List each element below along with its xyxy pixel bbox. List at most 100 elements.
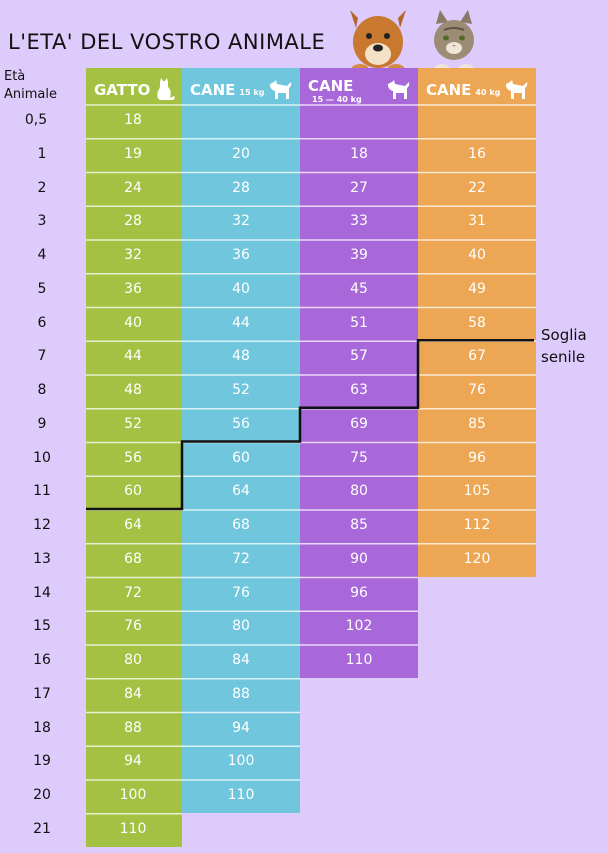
cat-icon [157, 78, 175, 100]
table-cell: 58 [468, 314, 486, 331]
chart-title: L'ETA' DEL VOSTRO ANIMALE [8, 30, 326, 54]
table-cell: 49 [468, 280, 486, 297]
table-cell: 68 [232, 517, 250, 533]
table-cell: 51 [350, 314, 368, 331]
table-cell: 32 [124, 247, 142, 263]
senile-label-line1: Soglia [541, 326, 587, 344]
table-cell: 68 [124, 550, 142, 567]
large-dog-icon [506, 80, 528, 99]
table-cell: 22 [468, 179, 486, 196]
row-label: 21 [33, 820, 51, 837]
row-label: 0,5 [24, 112, 48, 128]
table-cell: 84 [124, 685, 142, 702]
row-label: 18 [33, 719, 51, 736]
table-cell: 64 [124, 517, 142, 533]
row-label: 10 [33, 449, 51, 466]
column-header-3: CANE 40 kg [426, 80, 500, 99]
table-cell: 36 [124, 280, 142, 297]
row-label: 7 [37, 348, 47, 365]
row-header-line1: Età [4, 69, 26, 84]
table-cell: 84 [232, 652, 250, 668]
column-header-label: CANE [190, 81, 236, 99]
column-header-sub: 40 kg [475, 88, 501, 97]
table-cell: 16 [468, 145, 486, 162]
row-label: 19 [33, 753, 51, 770]
senile-label-line2: senile [541, 348, 586, 366]
table-cell: 72 [232, 550, 250, 567]
table-cell: 56 [232, 415, 250, 432]
column-background-0 [86, 68, 182, 847]
table-cell: 90 [350, 550, 368, 567]
column-background-3 [418, 68, 536, 577]
column-header-sub: 15 kg [239, 88, 265, 97]
table-cell: 33 [350, 213, 368, 230]
table-cell: 18 [350, 145, 368, 162]
column-background-2 [300, 68, 418, 678]
table-cell: 60 [232, 449, 250, 466]
table-cell: 80 [124, 652, 142, 668]
row-header: Età Animale [4, 68, 64, 104]
cat-icon [434, 10, 474, 76]
row-label: 1 [37, 145, 47, 162]
row-label: 20 [33, 787, 51, 803]
table-cell: 48 [232, 348, 250, 365]
table-cell: 48 [124, 382, 142, 398]
table-cell: 94 [232, 719, 250, 736]
table-cell: 110 [345, 652, 373, 668]
table-cell: 96 [350, 584, 368, 601]
dog-icon [350, 10, 406, 76]
table-cell: 32 [232, 213, 250, 230]
table-cell: 94 [124, 753, 142, 770]
table-cell: 102 [345, 618, 373, 635]
table-cell: 100 [227, 753, 255, 770]
table-cell: 96 [468, 449, 486, 466]
row-label: 12 [33, 517, 51, 533]
row-label: 2 [37, 179, 47, 196]
column-header-label: CANE [308, 77, 354, 95]
table-cell: 76 [232, 584, 250, 601]
row-header-line2: Animale [4, 87, 57, 102]
table-cell: 85 [350, 517, 368, 533]
table-cell: 39 [350, 247, 368, 263]
table-cell: 20 [232, 145, 250, 162]
table-cell: 100 [119, 787, 147, 803]
row-label: 3 [37, 213, 47, 230]
table-cell: 40 [468, 247, 486, 263]
column-header-label: GATTO [94, 81, 151, 99]
table-cell: 40 [124, 314, 142, 331]
column-header-label: CANE [426, 81, 472, 99]
table-cell: 72 [124, 584, 142, 601]
table-cell: 52 [232, 382, 250, 398]
senile-threshold-label: Soglia senile [541, 324, 587, 368]
table-cell: 64 [232, 483, 250, 500]
row-label: 16 [33, 652, 51, 668]
table-cell: 44 [232, 314, 250, 331]
table-cell: 76 [124, 618, 142, 635]
column-header-sub: 15 — 40 kg [312, 95, 362, 104]
table-cell: 45 [350, 280, 368, 297]
table-cell: 44 [124, 348, 142, 365]
row-label: 14 [33, 584, 51, 601]
table-cell: 110 [119, 820, 147, 837]
row-label: 11 [33, 483, 51, 500]
row-label: 4 [37, 247, 47, 263]
table-cell: 57 [350, 348, 368, 365]
table-cell: 120 [463, 550, 491, 567]
column-header-1: CANE 15 kg [190, 80, 264, 99]
table-cell: 60 [124, 483, 142, 500]
table-cell: 105 [463, 483, 491, 500]
row-label: 6 [37, 314, 47, 331]
table-cell: 40 [232, 280, 250, 297]
table-cell: 52 [124, 415, 142, 432]
small-dog-icon [270, 80, 292, 99]
medium-dog-icon [388, 80, 410, 99]
table-cell: 85 [468, 415, 486, 432]
table-cell: 67 [468, 348, 486, 365]
table-cell: 80 [350, 483, 368, 500]
dog-and-cat-photo [350, 10, 474, 76]
row-label: 8 [37, 382, 47, 398]
table-cell: 24 [124, 179, 142, 196]
table-cell: 110 [227, 787, 255, 803]
column-header-0: GATTO [94, 80, 150, 99]
